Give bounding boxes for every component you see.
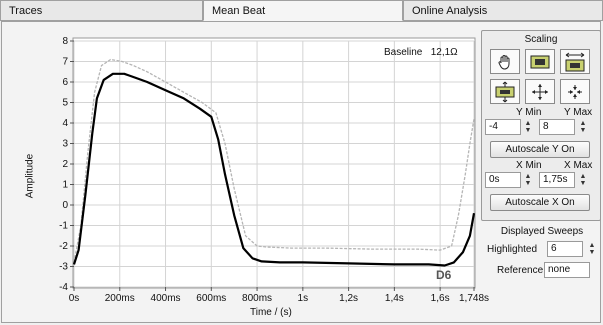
pan-tool-button[interactable]: [490, 49, 520, 74]
x-tick-label: 200ms: [105, 293, 135, 304]
x-max-spinner[interactable]: ▲ ▼: [579, 173, 587, 187]
zoom-box-icon: [530, 55, 550, 68]
x-max-label: X Max: [564, 160, 593, 171]
y-axis-label: Amplitude: [24, 153, 36, 199]
y-max-field[interactable]: 8: [539, 119, 575, 135]
y-tick-label: -2: [59, 241, 68, 252]
x-axis-label: Time / (s): [250, 307, 292, 318]
x-min-spinner[interactable]: ▲ ▼: [524, 173, 532, 187]
zoom-out-button[interactable]: [560, 79, 590, 104]
y-max-label: Y Max: [564, 107, 593, 118]
scaling-title: Scaling: [524, 34, 558, 45]
series-line-reference: [73, 58, 475, 263]
x-tick-label: 0s: [69, 293, 80, 304]
x-max-field[interactable]: 1,75s: [539, 172, 575, 188]
tab-online-analysis[interactable]: Online Analysis: [403, 0, 603, 21]
highlighted-label: Highlighted: [487, 244, 538, 255]
zoom-x-button[interactable]: [560, 49, 590, 74]
baseline-label: Baseline: [384, 47, 423, 58]
plot-background: [72, 37, 476, 289]
y-axis-ticks: -4 -3 -2 -1 0 1 2 3 4 5 6 7 8: [59, 36, 74, 293]
baseline-readout: Baseline 12,1Ω: [384, 47, 458, 58]
y-max-spinner[interactable]: ▲ ▼: [579, 120, 587, 134]
y-tick-label: 0: [62, 200, 68, 211]
scaling-panel: Scaling Y: [481, 30, 601, 221]
series-line-mean-beat: [72, 72, 476, 267]
x-tick-label: 600ms: [196, 293, 226, 304]
highlighted-spinner[interactable]: ▲ ▼: [588, 242, 596, 256]
reference-field[interactable]: none: [544, 262, 590, 278]
y-min-field[interactable]: -4: [485, 119, 521, 135]
y-tick-label: -3: [59, 262, 68, 273]
y-tick-label: 5: [62, 98, 68, 109]
x-tick-label: 1,748s: [459, 293, 489, 304]
y-tick-label: -4: [59, 282, 68, 293]
grid-lines: [73, 40, 475, 288]
x-min-label: X Min: [516, 160, 542, 171]
y-tick-label: 2: [62, 159, 68, 170]
y-tick-label: 3: [62, 139, 68, 150]
y-tick-label: 6: [62, 77, 68, 88]
zoom-box-button[interactable]: [525, 49, 555, 74]
zoom-y-button[interactable]: [490, 79, 520, 104]
trace-label: D6: [436, 268, 452, 282]
x-tick-label: 1,2s: [339, 293, 358, 304]
x-tick-label: 400ms: [151, 293, 181, 304]
displayed-sweeps-title: Displayed Sweeps: [500, 226, 584, 237]
reference-label: Reference: [497, 265, 544, 276]
zoom-out-icon: [568, 84, 582, 99]
x-tick-label: 1,6s: [431, 293, 450, 304]
x-tick-label: 800ms: [242, 293, 272, 304]
x-min-field[interactable]: 0s: [485, 172, 521, 188]
y-min-label: Y Min: [516, 107, 542, 118]
y-tick-label: 4: [62, 118, 68, 129]
y-tick-label: 8: [62, 36, 68, 47]
x-axis-ticks: 0s 200ms 400ms 600ms 800ms 1s 1,2s 1,4s 1,6s 1,74…: [69, 287, 489, 304]
zoom-x-icon: [565, 52, 585, 71]
y-min-spinner[interactable]: ▲ ▼: [524, 120, 532, 134]
autoscale-y-button[interactable]: Autoscale Y On: [490, 141, 590, 158]
tab-bar: Traces Mean Beat Online Analysis: [0, 0, 603, 22]
highlighted-field[interactable]: 6: [547, 241, 583, 257]
zoom-in-icon: [532, 83, 548, 100]
chart-series: [72, 58, 476, 267]
pan-hand-icon: [498, 54, 510, 70]
x-tick-label: 1s: [298, 293, 309, 304]
baseline-value: 12,1Ω: [430, 47, 458, 58]
y-tick-label: 7: [62, 57, 68, 68]
x-tick-label: 1,4s: [385, 293, 404, 304]
zoom-y-icon: [495, 81, 515, 102]
tab-mean-beat[interactable]: Mean Beat: [203, 0, 403, 21]
y-tick-label: -1: [59, 221, 68, 232]
autoscale-x-button[interactable]: Autoscale X On: [490, 194, 590, 211]
zoom-in-button[interactable]: [525, 79, 555, 104]
y-tick-label: 1: [62, 180, 68, 191]
tab-traces[interactable]: Traces: [0, 0, 203, 21]
